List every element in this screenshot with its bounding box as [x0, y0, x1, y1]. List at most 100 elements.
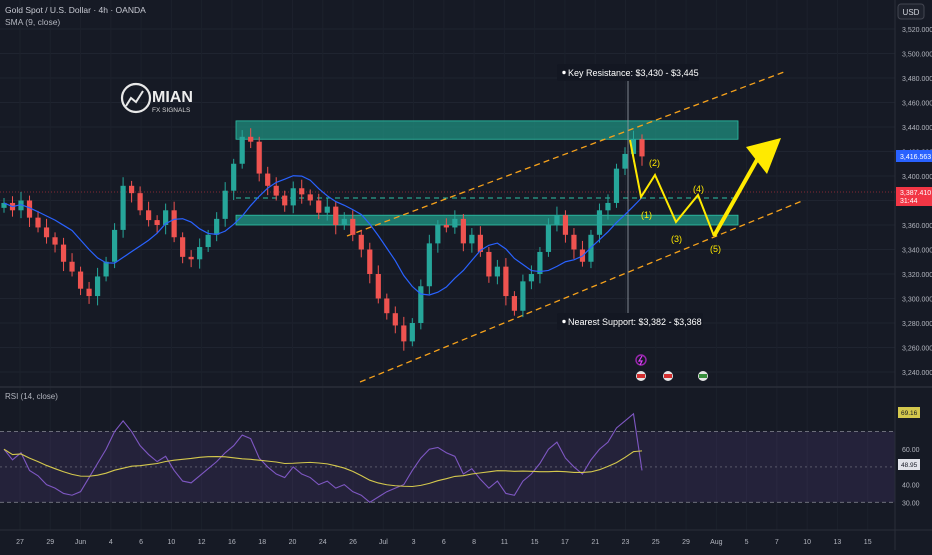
- candle-body: [401, 325, 407, 342]
- candle-body: [333, 206, 339, 225]
- wave-label-5: (5): [710, 244, 721, 254]
- time-tick-label: 24: [319, 539, 327, 546]
- candle-body: [239, 136, 245, 164]
- candle-body: [282, 195, 288, 206]
- candle-body: [154, 220, 160, 225]
- candle-body: [163, 210, 169, 225]
- price-tick-label: 3,400.000: [902, 174, 932, 181]
- candle-body: [18, 200, 24, 211]
- price-tick-label: 3,360.000: [902, 223, 932, 230]
- time-tick-label: 26: [349, 539, 357, 546]
- candle-body: [426, 243, 432, 287]
- time-tick-label: 10: [803, 539, 811, 546]
- candle-body: [469, 234, 475, 244]
- rsi-title[interactable]: RSI (14, close): [5, 392, 58, 401]
- lightning-icon[interactable]: [635, 354, 647, 366]
- candle-body: [316, 200, 322, 213]
- candle-body: [86, 288, 92, 297]
- candle-body: [350, 218, 356, 235]
- svg-text:USD[interactable]: USD: [903, 8, 920, 17]
- candle-body: [129, 185, 135, 194]
- price-tick-label: 3,520.000: [902, 27, 932, 34]
- candle-body: [486, 251, 492, 277]
- time-tick-label: 6: [139, 539, 143, 546]
- last-price-tag: 3,416.563: [896, 150, 932, 162]
- svg-text:48.95: 48.95: [901, 462, 918, 469]
- sma-line: [3, 175, 643, 296]
- candle-body: [452, 218, 458, 228]
- price-tick-label: 3,440.000: [902, 125, 932, 132]
- sma-price-tag: 3,387.410 31:44: [896, 187, 932, 206]
- time-tick-label: 6: [442, 539, 446, 546]
- candle-body: [477, 234, 483, 252]
- candle-body: [52, 237, 58, 245]
- key-resistance-callout: Key Resistance: $3,430 - $3,445: [557, 64, 699, 81]
- time-tick-label: 29: [682, 539, 690, 546]
- resistance-zone: [235, 120, 739, 140]
- candle-body: [613, 168, 620, 203]
- wave-label-2: (2): [649, 158, 660, 168]
- time-tick-label: 21: [591, 539, 599, 546]
- price-tick-label: 3,240.000: [902, 370, 932, 377]
- candle-body: [111, 229, 118, 262]
- time-tick-label: Jul: [379, 539, 388, 546]
- candle-body: [511, 296, 517, 311]
- projection-arrowhead: [746, 138, 781, 174]
- time-tick-label: 12: [198, 539, 206, 546]
- price-tick-label: 3,500.000: [902, 52, 932, 59]
- candle-body: [94, 276, 101, 297]
- rsi-tick-label: 30.00: [902, 500, 920, 507]
- candle-body: [520, 281, 526, 311]
- wave-label-3: (3): [671, 234, 682, 244]
- candle-body: [375, 274, 381, 299]
- candle-body: [197, 247, 203, 260]
- candle-body: [554, 215, 560, 225]
- candle-body: [103, 261, 109, 277]
- candle-body: [622, 153, 628, 169]
- candle-body: [341, 218, 347, 225]
- candle-body: [392, 313, 398, 326]
- time-tick-label: 20: [289, 539, 297, 546]
- grid: [0, 28, 895, 373]
- price-tick-label: 3,280.000: [902, 321, 932, 328]
- time-tick-label: 17: [561, 539, 569, 546]
- price-tick-label: 3,340.000: [902, 248, 932, 255]
- nearest-support-callout: Nearest Support: $3,382 - $3,368: [557, 313, 703, 330]
- candle-body: [69, 261, 75, 272]
- candle-body: [528, 274, 535, 282]
- candle-body: [180, 237, 186, 257]
- sma-indicator-label[interactable]: SMA (9, close): [5, 17, 60, 27]
- candle-body: [26, 200, 33, 218]
- time-tick-label: 25: [652, 539, 660, 546]
- price-channel: [346, 71, 803, 383]
- candle-body: [171, 210, 177, 238]
- time-tick-label: 7: [775, 539, 779, 546]
- rsi-pane: [0, 412, 895, 503]
- time-tick-label: 16: [228, 539, 236, 546]
- symbol-title[interactable]: Gold Spot / U.S. Dollar · 4h · OANDA: [5, 5, 146, 15]
- time-tick-label: 10: [167, 539, 175, 546]
- logo-brand: MIAN: [152, 89, 193, 106]
- time-tick-label: 15: [531, 539, 539, 546]
- rsi-ma-line: [3, 448, 643, 488]
- candle-body: [256, 141, 262, 174]
- event-icons[interactable]: [635, 354, 708, 381]
- time-tick-label: 27: [16, 539, 24, 546]
- wave-label-1: (1): [641, 210, 652, 220]
- candle-body: [367, 249, 373, 274]
- time-tick-label: 11: [501, 539, 508, 546]
- nearest-support-label: Nearest Support: $3,382 - $3,368: [568, 317, 702, 327]
- currency-button[interactable]: USD: [897, 3, 925, 20]
- logo-trend-icon: [125, 90, 144, 107]
- price-tick-label: 3,320.000: [902, 272, 932, 279]
- candle-body: [494, 266, 500, 277]
- rsi-value-tag: 69.16: [898, 407, 920, 418]
- channel-upper: [346, 71, 785, 237]
- rsi-line: [3, 412, 643, 503]
- candle-body: [460, 218, 466, 244]
- candle-body: [137, 193, 143, 211]
- candle-body: [146, 210, 152, 221]
- price-tick-label: 3,480.000: [902, 76, 932, 83]
- candle-body: [562, 215, 569, 235]
